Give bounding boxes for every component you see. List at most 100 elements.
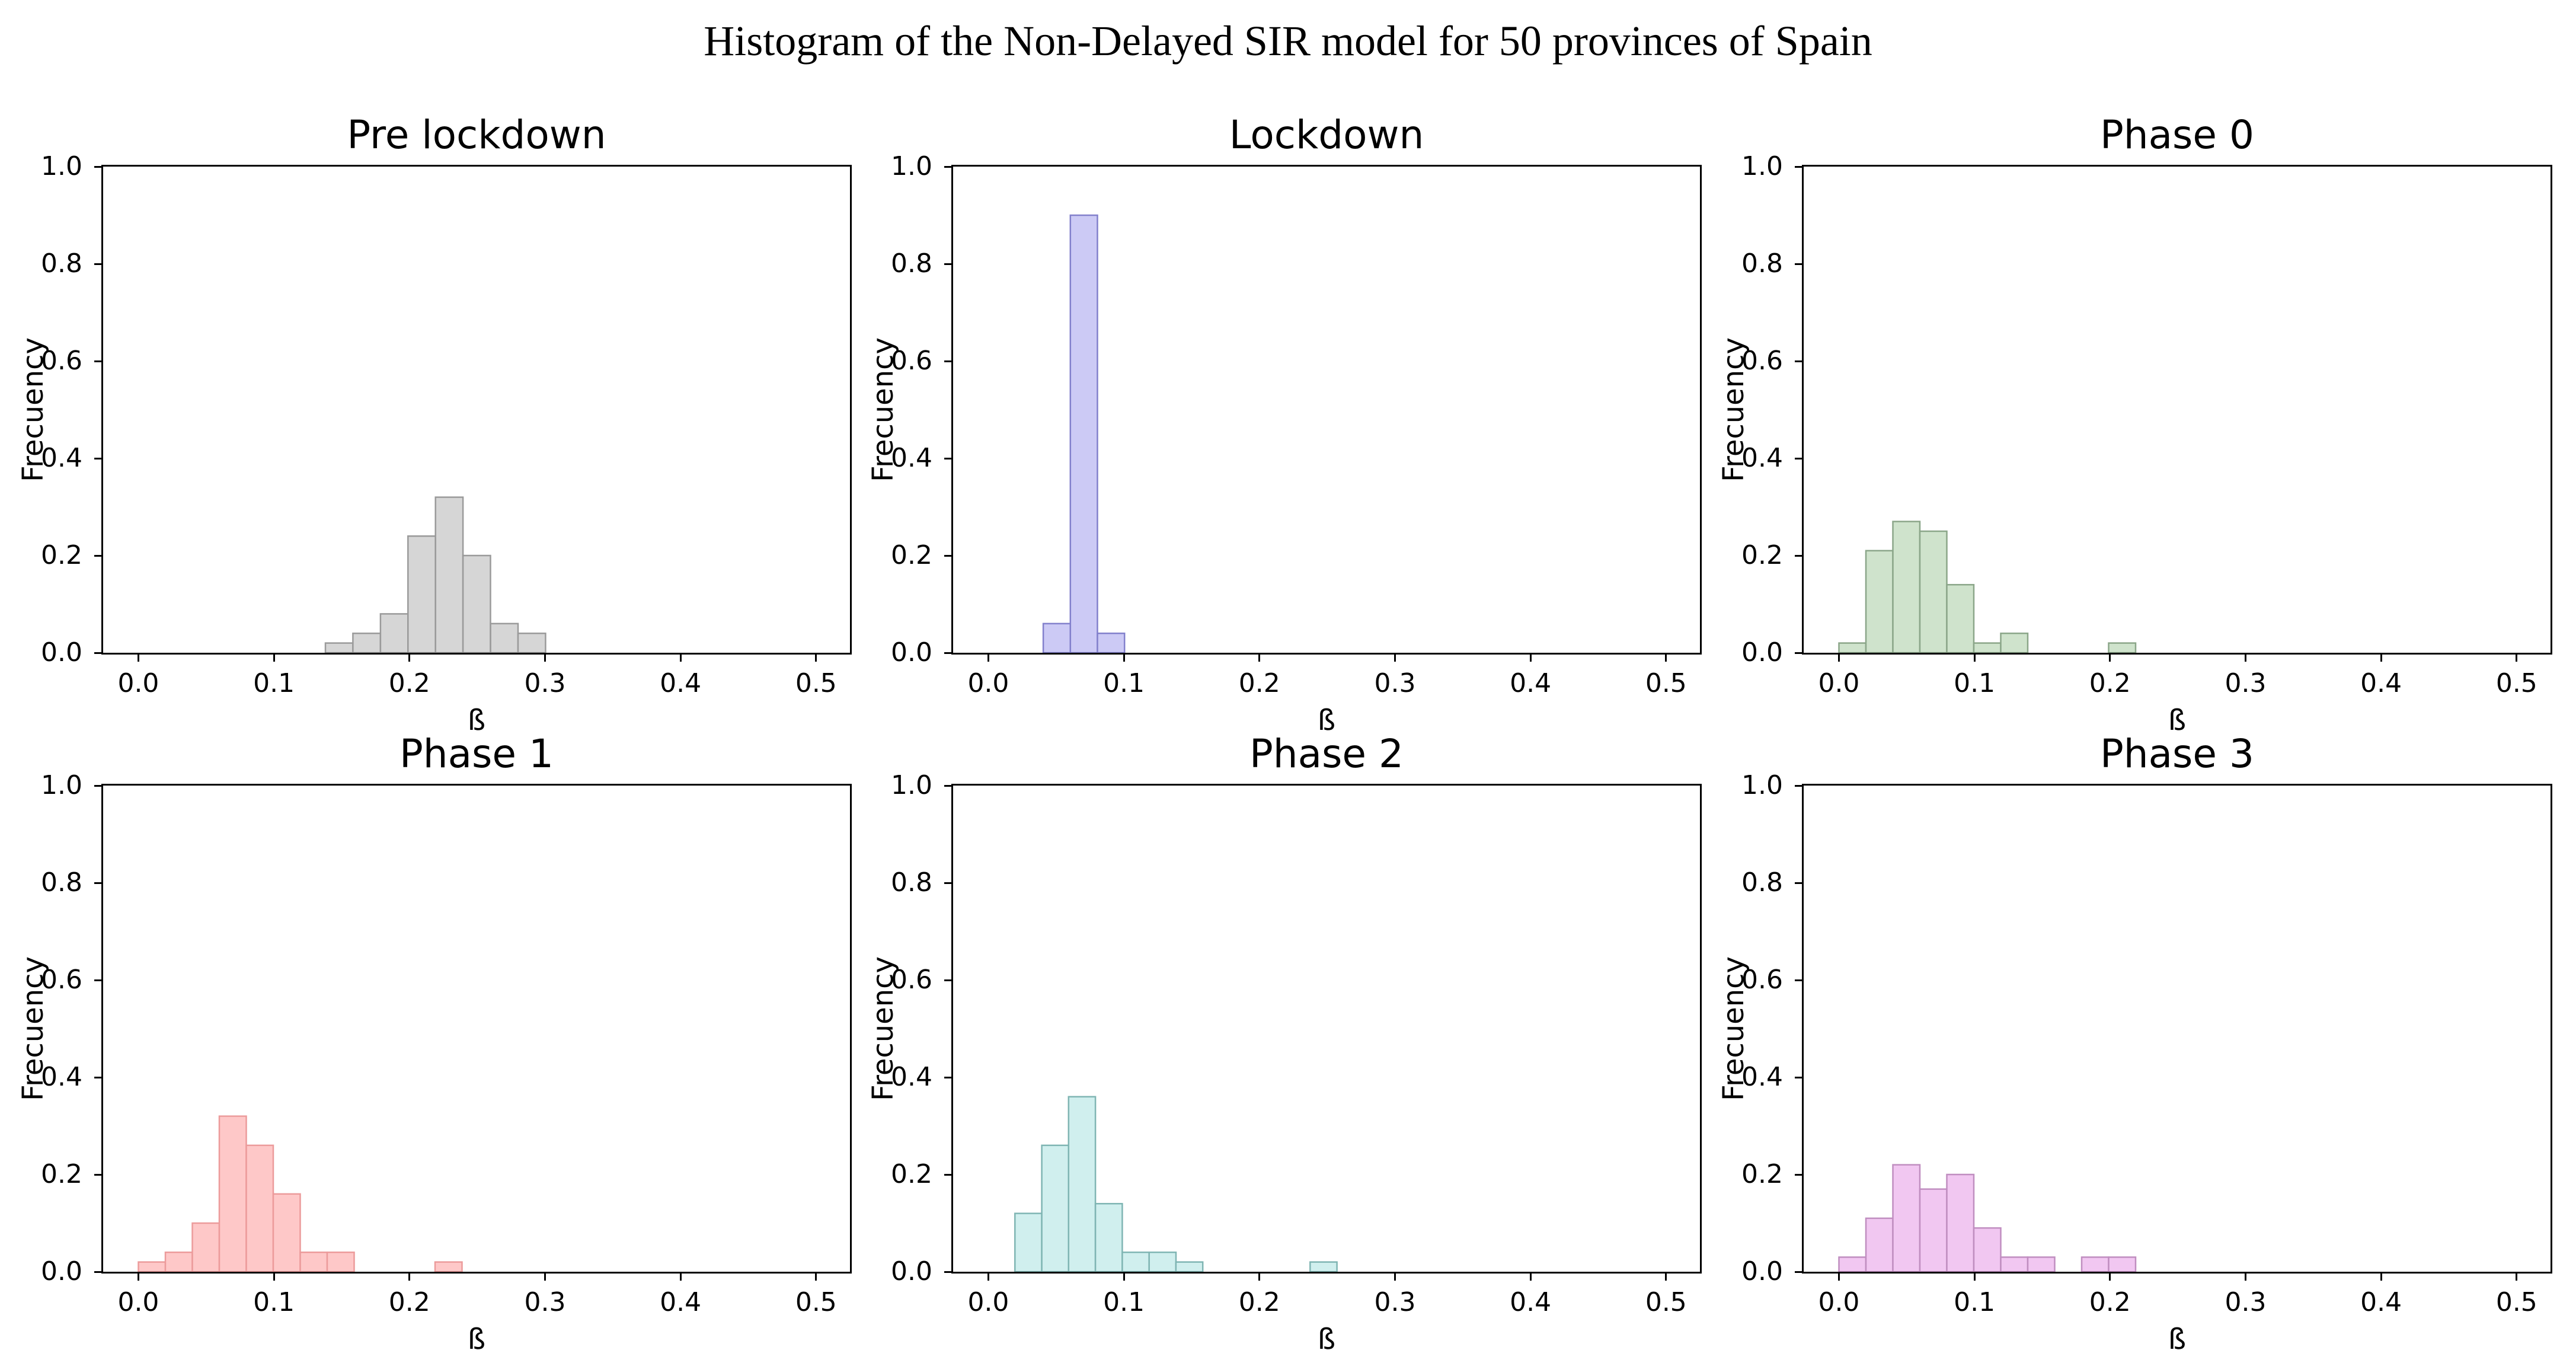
x-tick — [137, 1272, 139, 1281]
histogram-bar — [2080, 1256, 2110, 1272]
y-tick-label: 0.6 — [41, 965, 82, 995]
axes-box-phase-0 — [1802, 165, 2552, 655]
histogram-bar — [1097, 632, 1126, 653]
y-tick-label: 1.0 — [41, 151, 82, 181]
x-tick — [2516, 653, 2518, 662]
x-tick — [679, 653, 682, 662]
x-tick-label: 0.5 — [1645, 1287, 1687, 1317]
y-tick — [1795, 979, 1804, 981]
x-tick — [2516, 1272, 2518, 1281]
x-tick-label: 0.5 — [795, 1287, 837, 1317]
y-tick — [94, 784, 103, 787]
histogram-bar — [407, 535, 436, 653]
x-axis-label-lockdown: ß — [1317, 704, 1336, 737]
x-tick-label: 0.3 — [2225, 668, 2267, 698]
histogram-bar — [1041, 1144, 1070, 1272]
histogram-bar — [434, 1261, 463, 1272]
figure-title: Histogram of the Non-Delayed SIR model f… — [704, 17, 1872, 65]
y-tick — [944, 979, 953, 981]
x-tick-label: 0.0 — [967, 668, 1009, 698]
y-tick — [944, 457, 953, 459]
y-tick-label: 0.8 — [1741, 248, 1783, 279]
y-tick-label: 1.0 — [1741, 151, 1783, 181]
histogram-bar — [462, 554, 491, 653]
axes-box-phase-1 — [101, 784, 852, 1274]
y-tick-label: 0.2 — [891, 540, 932, 570]
histogram-bar — [1121, 1251, 1150, 1272]
histogram-phase-0 — [1838, 521, 2137, 653]
y-tick — [94, 979, 103, 981]
x-tick — [1123, 1272, 1125, 1281]
y-tick — [94, 457, 103, 459]
x-tick — [815, 653, 817, 662]
axes-box-pre-lockdown — [101, 165, 852, 655]
y-tick — [944, 1173, 953, 1176]
y-tick — [94, 1271, 103, 1273]
x-tick-label: 0.1 — [1954, 1287, 1996, 1317]
x-tick-label: 0.5 — [2495, 1287, 2537, 1317]
y-tick — [944, 882, 953, 884]
x-tick-label: 0.1 — [1103, 668, 1145, 698]
y-tick-label: 0.4 — [41, 443, 82, 473]
histogram-bar — [379, 613, 409, 653]
y-tick — [94, 554, 103, 557]
histogram-bar — [324, 642, 354, 653]
x-tick — [1123, 653, 1125, 662]
y-tick-label: 0.4 — [41, 1062, 82, 1092]
y-tick — [94, 263, 103, 265]
x-tick — [815, 1272, 817, 1281]
y-tick — [944, 652, 953, 654]
y-tick-label: 0.6 — [41, 346, 82, 376]
x-tick — [544, 1272, 546, 1281]
histogram-bar — [218, 1115, 247, 1272]
y-tick-label: 0.6 — [1741, 965, 1783, 995]
y-tick — [944, 1271, 953, 1273]
histogram-lockdown — [1042, 214, 1126, 653]
y-tick-label: 0.0 — [891, 1256, 932, 1287]
x-tick — [679, 1272, 682, 1281]
histogram-bar — [1919, 1188, 1948, 1272]
histogram-bar — [2027, 1256, 2056, 1272]
y-tick-label: 0.4 — [1741, 443, 1783, 473]
x-tick-label: 0.2 — [1238, 668, 1280, 698]
x-tick — [273, 1272, 275, 1281]
x-tick — [1665, 1272, 1667, 1281]
histogram-bar — [2108, 642, 2137, 653]
histogram-phase-1 — [138, 1115, 463, 1272]
histogram-bar — [245, 1144, 274, 1272]
x-tick — [1394, 653, 1396, 662]
histogram-bar — [1946, 583, 1975, 653]
x-tick-label: 0.3 — [524, 668, 566, 698]
y-tick-label: 0.0 — [891, 637, 932, 668]
histogram-phase-2 — [1014, 1096, 1338, 1272]
y-tick — [944, 1076, 953, 1078]
histogram-bar — [1838, 1256, 1867, 1272]
y-tick-label: 0.2 — [891, 1159, 932, 1189]
y-tick-label: 0.2 — [41, 1159, 82, 1189]
y-tick-label: 0.2 — [41, 540, 82, 570]
histogram-bar — [2000, 1256, 2029, 1272]
x-tick — [1258, 1272, 1261, 1281]
histogram-bar — [1892, 1164, 1921, 1272]
histogram-bar — [490, 623, 519, 653]
x-tick — [2109, 1272, 2111, 1281]
y-tick — [1795, 1076, 1804, 1078]
x-tick-label: 0.5 — [2495, 668, 2537, 698]
y-axis-label-phase-2: Frecuency — [867, 956, 900, 1101]
y-tick-label: 0.2 — [1741, 540, 1783, 570]
y-tick — [1795, 1173, 1804, 1176]
x-tick-label: 0.2 — [2089, 668, 2131, 698]
x-tick-label: 0.4 — [2360, 668, 2402, 698]
x-tick-label: 0.5 — [1645, 668, 1687, 698]
x-tick — [137, 653, 139, 662]
y-axis-label-phase-1: Frecuency — [17, 956, 50, 1101]
y-tick-label: 1.0 — [891, 770, 932, 800]
x-tick-label: 0.4 — [1510, 1287, 1552, 1317]
y-tick — [94, 652, 103, 654]
x-tick — [2380, 1272, 2382, 1281]
x-tick-label: 0.3 — [524, 1287, 566, 1317]
histogram-bar — [1042, 623, 1072, 653]
axes-box-phase-2 — [951, 784, 1702, 1274]
y-tick — [944, 554, 953, 557]
x-tick — [1394, 1272, 1396, 1281]
